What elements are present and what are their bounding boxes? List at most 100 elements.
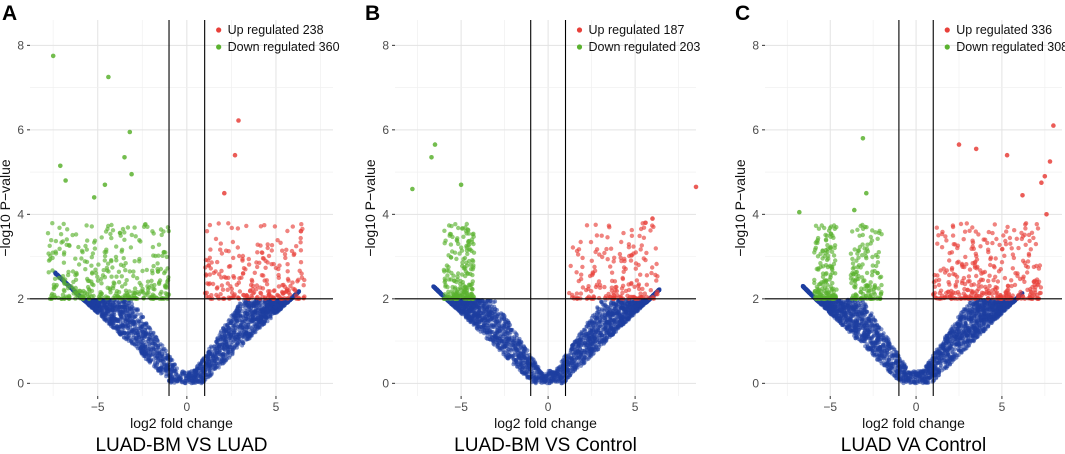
- point-not-significant: [150, 341, 155, 346]
- point-not-significant: [95, 309, 100, 314]
- point-up-regulated: [284, 288, 289, 294]
- point-not-significant: [217, 344, 222, 349]
- point-down-regulated: [134, 276, 140, 281]
- point-down-regulated: [79, 256, 84, 261]
- point-down-regulated: [105, 261, 111, 266]
- point-not-significant: [223, 336, 228, 341]
- point-up-regulated: [255, 264, 260, 270]
- point-up-regulated: [255, 250, 260, 255]
- legend-swatch-up: [216, 27, 222, 33]
- point-not-significant: [126, 323, 130, 328]
- point-down-regulated: [156, 242, 162, 247]
- point-not-significant: [228, 330, 233, 335]
- point-down-regulated: [121, 256, 126, 261]
- point-down-regulated: [89, 281, 95, 287]
- point-not-significant: [190, 378, 195, 383]
- point-down-regulated: [52, 276, 58, 281]
- point-not-significant: [130, 310, 135, 315]
- point-down-regulated: [49, 291, 55, 297]
- point-down-regulated: [140, 286, 145, 292]
- point-not-significant: [265, 303, 270, 308]
- point-down-regulated: [85, 238, 90, 243]
- point-not-significant: [199, 361, 204, 365]
- point-down-regulated: [145, 279, 151, 284]
- point-down-regulated: [162, 270, 167, 276]
- point-up-regulated: [258, 243, 263, 248]
- point-not-significant: [90, 306, 95, 310]
- point-up-regulated: [260, 286, 266, 291]
- point-down-regulated: [102, 182, 108, 188]
- point-not-significant: [139, 345, 144, 349]
- point-up-regulated: [204, 290, 209, 295]
- point-not-significant: [115, 329, 120, 334]
- point-not-significant: [230, 317, 235, 322]
- point-down-regulated: [98, 276, 104, 282]
- point-not-significant: [99, 314, 104, 319]
- point-down-regulated: [58, 163, 63, 169]
- point-down-regulated: [89, 224, 95, 229]
- point-not-significant: [134, 326, 139, 331]
- legend-label-down: Down regulated 360: [228, 40, 340, 54]
- point-up-regulated: [263, 265, 268, 270]
- point-up-regulated: [259, 250, 264, 255]
- point-down-regulated: [109, 274, 114, 279]
- point-down-regulated: [76, 262, 82, 267]
- point-up-regulated: [248, 282, 254, 288]
- point-down-regulated: [110, 228, 116, 233]
- point-down-regulated: [47, 243, 52, 248]
- point-down-regulated: [46, 258, 52, 263]
- point-down-regulated: [57, 225, 62, 230]
- point-not-significant: [155, 338, 160, 343]
- point-down-regulated: [131, 269, 136, 274]
- point-down-regulated: [73, 277, 79, 282]
- point-down-regulated: [76, 244, 81, 250]
- point-not-significant: [202, 379, 206, 384]
- point-down-regulated: [48, 253, 53, 259]
- point-down-regulated: [45, 231, 51, 236]
- point-down-regulated: [152, 282, 157, 288]
- point-not-significant: [222, 329, 227, 334]
- point-down-regulated: [151, 263, 156, 269]
- point-down-regulated: [116, 280, 122, 285]
- point-down-regulated: [125, 225, 131, 230]
- point-not-significant: [145, 344, 149, 349]
- x-tick-label: 5: [273, 400, 280, 414]
- point-down-regulated: [92, 246, 98, 251]
- point-down-regulated: [124, 278, 129, 283]
- point-down-regulated: [74, 272, 79, 277]
- point-not-significant: [234, 308, 239, 313]
- point-up-regulated: [222, 190, 227, 196]
- point-not-significant: [263, 314, 268, 319]
- point-down-regulated: [89, 271, 95, 276]
- point-not-significant: [134, 335, 139, 340]
- point-not-significant: [125, 309, 130, 314]
- point-up-regulated: [230, 239, 236, 245]
- point-up-regulated: [284, 247, 289, 252]
- point-not-significant: [247, 320, 252, 325]
- point-not-significant: [243, 306, 248, 311]
- point-not-significant: [283, 301, 287, 306]
- point-not-significant: [86, 301, 91, 306]
- point-down-regulated: [137, 280, 142, 286]
- point-not-significant: [111, 308, 116, 313]
- point-not-significant: [240, 309, 245, 314]
- point-up-regulated: [280, 248, 285, 253]
- y-tick-label: 2: [17, 292, 24, 306]
- point-down-regulated: [122, 293, 128, 298]
- point-down-regulated: [50, 268, 55, 273]
- point-down-regulated: [89, 255, 95, 260]
- point-up-regulated: [286, 278, 291, 283]
- point-down-regulated: [131, 293, 137, 298]
- point-not-significant: [253, 307, 258, 311]
- point-not-significant: [216, 356, 221, 361]
- point-up-regulated: [246, 256, 251, 262]
- point-up-regulated: [222, 274, 227, 280]
- point-not-significant: [139, 336, 144, 341]
- point-up-regulated: [273, 265, 279, 271]
- point-not-significant: [129, 329, 134, 334]
- point-up-regulated: [226, 264, 232, 269]
- point-not-significant: [186, 374, 191, 379]
- point-up-regulated: [237, 289, 243, 294]
- point-up-regulated: [249, 293, 254, 299]
